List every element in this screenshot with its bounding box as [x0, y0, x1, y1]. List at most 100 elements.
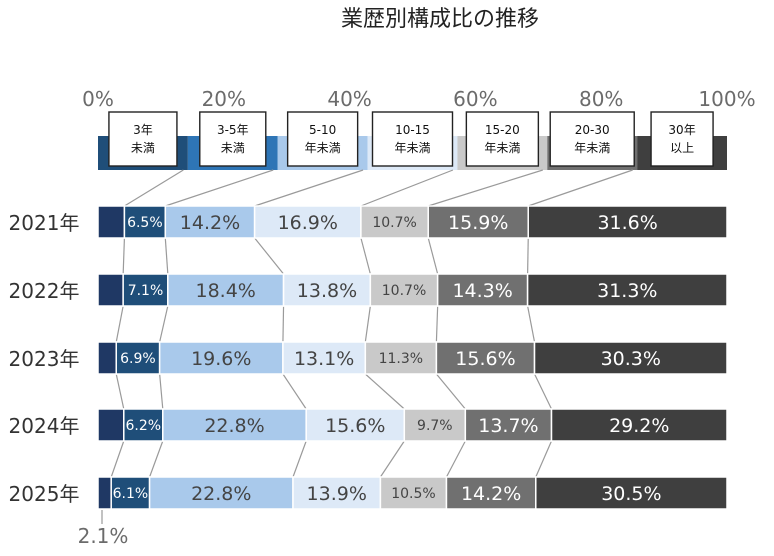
connector-line — [149, 440, 164, 478]
bar-segment — [97, 341, 117, 375]
connector-line — [364, 373, 405, 410]
data-label: 2.1% — [78, 524, 129, 548]
bar-segment — [122, 273, 169, 307]
connector-line — [159, 305, 169, 343]
bar-segment — [464, 408, 553, 442]
data-label: 6.1% — [113, 486, 149, 502]
connector-line — [115, 373, 125, 410]
bar-segment — [97, 205, 126, 239]
bar-segment — [369, 273, 439, 307]
x-axis-ticks: 0% 20% 40% 60% 80% 100% — [82, 87, 755, 111]
bars: 6.5% 14.2% 16.9% 10.7% 15.9% 31.6% 7.1% 18.4% 13… — [78, 205, 728, 548]
connector-line — [115, 305, 124, 343]
data-label: 13.8% — [297, 280, 357, 302]
data-label: 15.6% — [325, 415, 385, 437]
connector-line — [364, 305, 371, 343]
connector-line — [428, 169, 543, 207]
bar-segment — [364, 341, 438, 375]
header-category-label: 以上 — [670, 141, 694, 155]
bar-segment — [533, 341, 728, 375]
data-label: 14.2% — [180, 212, 240, 234]
data-label: 18.4% — [196, 280, 256, 302]
bar-segment — [97, 476, 112, 510]
data-label: 22.8% — [204, 415, 264, 437]
chart-title: 業歴別構成比の推移 — [341, 7, 539, 32]
data-label: 29.2% — [609, 415, 669, 437]
header-category-box — [286, 111, 359, 167]
data-label: 9.7% — [417, 418, 453, 434]
bar-segment — [115, 341, 161, 375]
header-category-box — [549, 111, 635, 167]
connector-line — [254, 169, 364, 207]
header-category-label: 年未満 — [574, 141, 610, 155]
data-label: 15.9% — [448, 212, 508, 234]
bar-segment — [97, 408, 125, 442]
connector-line — [445, 440, 466, 478]
data-label: 10.5% — [391, 486, 435, 502]
bar-segment — [282, 273, 372, 307]
connector-line — [533, 373, 553, 410]
connector-line — [164, 237, 169, 275]
category-label: 2023年 — [9, 347, 80, 371]
header-category-label: 年未満 — [484, 141, 520, 155]
header-category-label: 年未満 — [305, 141, 341, 155]
header-category-box — [108, 111, 178, 167]
bar-segment — [123, 408, 164, 442]
connector-line — [254, 237, 285, 275]
data-label: 13.1% — [294, 348, 354, 370]
bar-segment — [445, 476, 537, 510]
bar-segment — [527, 205, 728, 239]
data-label: 15.6% — [455, 348, 515, 370]
connector-line — [360, 169, 454, 207]
category-label: 2025年 — [9, 482, 80, 506]
bar-segment — [526, 273, 728, 307]
y-axis-categories: 2021年 2022年 2023年 2024年 2025年 — [9, 211, 80, 506]
bar-segment — [110, 476, 151, 510]
bar-segment — [167, 273, 285, 307]
connector-line — [165, 169, 274, 207]
header-category-label: 5-10 — [309, 123, 336, 137]
connector-line — [110, 440, 125, 478]
header-category-box — [199, 111, 267, 167]
data-label: 6.5% — [127, 215, 163, 231]
data-label: 30.5% — [601, 483, 661, 505]
header-category-box — [650, 111, 714, 167]
bar-segment — [535, 476, 728, 510]
bar-segment — [379, 476, 448, 510]
bar-segment — [436, 273, 529, 307]
bar-segment — [282, 341, 367, 375]
x-tick-label: 80% — [579, 87, 623, 111]
connector-line — [282, 305, 285, 343]
connector-line — [435, 305, 439, 343]
category-label: 2022年 — [9, 279, 80, 303]
header-category-label: 10-15 — [395, 123, 430, 137]
data-label: 6.9% — [120, 351, 156, 367]
data-label: 6.2% — [125, 418, 161, 434]
x-tick-label: 20% — [202, 87, 246, 111]
connector-line — [528, 169, 633, 207]
connector-line — [159, 373, 164, 410]
data-label: 31.6% — [597, 212, 657, 234]
connector-line — [427, 237, 439, 275]
category-label: 2024年 — [9, 414, 80, 438]
connector-line — [379, 440, 405, 478]
header-category-label: 未満 — [221, 141, 245, 155]
header-category-box — [371, 111, 454, 167]
connector-line — [282, 373, 307, 410]
bar-segment — [148, 476, 294, 510]
header-category-label: 30年 — [668, 123, 695, 137]
data-label: 11.3% — [379, 351, 423, 367]
data-label: 19.6% — [191, 348, 251, 370]
data-label: 10.7% — [372, 215, 416, 231]
header-category-label: 3-5年 — [217, 123, 249, 137]
bar-segment — [123, 205, 167, 239]
bar-segment — [403, 408, 467, 442]
data-label: 10.7% — [382, 283, 426, 299]
bar-segment — [164, 205, 256, 239]
x-tick-label: 0% — [82, 87, 114, 111]
data-label: 13.9% — [307, 483, 367, 505]
connector-line — [435, 373, 466, 410]
x-tick-label: 40% — [327, 87, 371, 111]
header-category-label: 15-20 — [485, 123, 520, 137]
data-label: 22.8% — [191, 483, 251, 505]
